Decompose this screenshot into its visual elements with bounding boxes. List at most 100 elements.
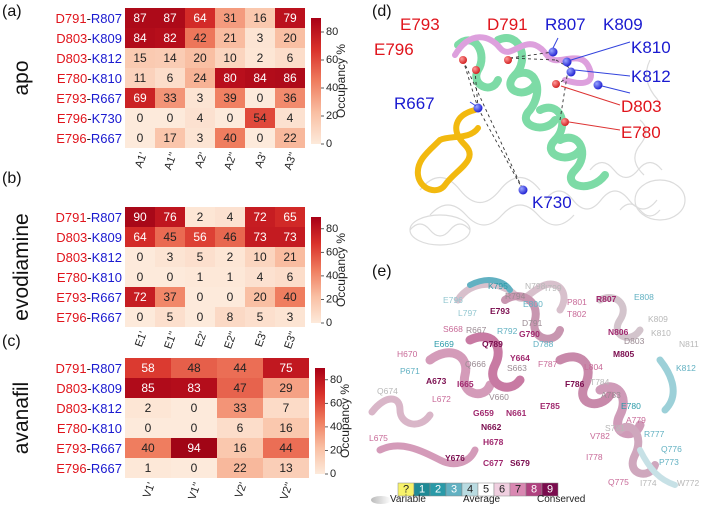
residue-label: R794 [505, 291, 526, 301]
heatmap-cell [275, 207, 305, 227]
cell-value: 16 [253, 11, 267, 25]
d-label-e780: E780 [621, 123, 661, 142]
d-label-d791: D791 [487, 15, 528, 34]
colorbar [311, 217, 321, 323]
heatmap-cell [125, 207, 155, 227]
residue-label: E796 [443, 295, 463, 305]
d-label-r667: R667 [394, 94, 435, 113]
heatmap-cell [245, 307, 275, 327]
heatmap-cell [171, 398, 217, 418]
residue-label: Y676 [445, 453, 465, 463]
column-label: A1' [133, 151, 150, 170]
residue-label: D788 [533, 339, 554, 349]
heatmap-cell [125, 68, 155, 88]
row-label: E780-K810 [57, 421, 122, 436]
basic-residue-balls [473, 47, 603, 195]
residue-label: E780 [621, 401, 641, 411]
column-label: A1'' [162, 151, 179, 172]
colorbar-tick-label: 80 [330, 374, 342, 386]
heatmap-cell [275, 128, 305, 148]
ribbon-cartoon [368, 277, 678, 488]
heatmap-cell [263, 458, 309, 478]
cell-value: 5 [167, 310, 174, 324]
cell-value: 21 [283, 250, 297, 264]
panel-letter-b: (b) [2, 170, 22, 187]
legend-box-label: 3 [451, 484, 457, 496]
colorbar-title: Occupancy % [338, 384, 352, 458]
cell-value: 0 [197, 290, 204, 304]
cell-value: 94 [187, 441, 201, 455]
cell-value: 3 [287, 310, 294, 324]
residue-label: Q674 [377, 386, 398, 396]
heatmap-cell [215, 88, 245, 108]
residue-label: I774 [640, 478, 657, 488]
column-label: V1' [141, 481, 158, 500]
column-label: V1'' [186, 481, 203, 502]
column-label: V2'' [278, 481, 295, 502]
legend-box-label: 1 [419, 484, 425, 496]
cell-value: 2 [257, 51, 264, 65]
column-label: E3' [253, 330, 270, 349]
row-label: E796-R667 [56, 310, 122, 325]
residue-label: N662 [481, 422, 502, 432]
heatmap-cell [185, 247, 215, 267]
cell-value: 73 [253, 230, 267, 244]
colorbar-tick-label: 80 [326, 26, 338, 38]
cell-value: 75 [279, 361, 293, 375]
column-label: A2' [193, 151, 210, 170]
cell-value: 6 [237, 421, 244, 435]
column-label: A3' [253, 151, 270, 170]
cell-value: 0 [167, 111, 174, 125]
heatmap-cell [125, 8, 155, 28]
heatmap-cell [275, 8, 305, 28]
cell-value: 6 [287, 51, 294, 65]
d-label-k810: K810 [631, 38, 671, 57]
cell-value: 0 [197, 310, 204, 324]
residue-label: K812 [676, 363, 696, 373]
heatmap-cell [245, 287, 275, 307]
cell-value: 6 [287, 270, 294, 284]
heatmap-cell [125, 358, 171, 378]
heatmap-cell [245, 68, 275, 88]
heatmap-cell [171, 438, 217, 458]
legend-variable-swatch [371, 496, 391, 504]
cell-value: 0 [137, 310, 144, 324]
cell-value: 36 [283, 91, 297, 105]
residue-label: G790 [519, 329, 540, 339]
d-label-k809: K809 [603, 15, 643, 34]
legend-box-label: 9 [547, 484, 553, 496]
residue-label: S781 [605, 423, 625, 433]
heatmap-cell [217, 398, 263, 418]
heatmap-cell [155, 88, 185, 108]
heatmap-cell [185, 287, 215, 307]
residue-label: W772 [677, 478, 699, 488]
legend-variable-label: Variable [390, 494, 426, 505]
heatmap-cell [155, 267, 185, 287]
cell-value: 3 [197, 91, 204, 105]
d-label-e793: E793 [400, 15, 440, 34]
heatmap-cell [185, 28, 215, 48]
residue-label: V782 [590, 431, 610, 441]
residue-label: G659 [473, 408, 494, 418]
residue-label: E669 [434, 339, 454, 349]
row-label: D791-R807 [56, 361, 123, 376]
cell-value: 29 [279, 381, 293, 395]
heatmap-cell [125, 128, 155, 148]
colorbar-tick-label: 60 [326, 54, 338, 66]
heatmap-title: apo [10, 60, 33, 95]
heatmap-cell [185, 8, 215, 28]
heatmap-title: evodiamine [10, 213, 33, 320]
residue-label: P671 [400, 366, 420, 376]
cell-value: 87 [133, 11, 147, 25]
cell-value: 14 [163, 51, 177, 65]
row-label: E780-K810 [57, 270, 122, 285]
heatmap-cell [155, 287, 185, 307]
residue-label: N806 [608, 327, 629, 337]
column-label: E1' [133, 330, 150, 349]
cell-value: 69 [133, 91, 147, 105]
cell-value: 0 [191, 461, 198, 475]
heatmap-cell [215, 207, 245, 227]
residue-label: A783 [601, 390, 621, 400]
